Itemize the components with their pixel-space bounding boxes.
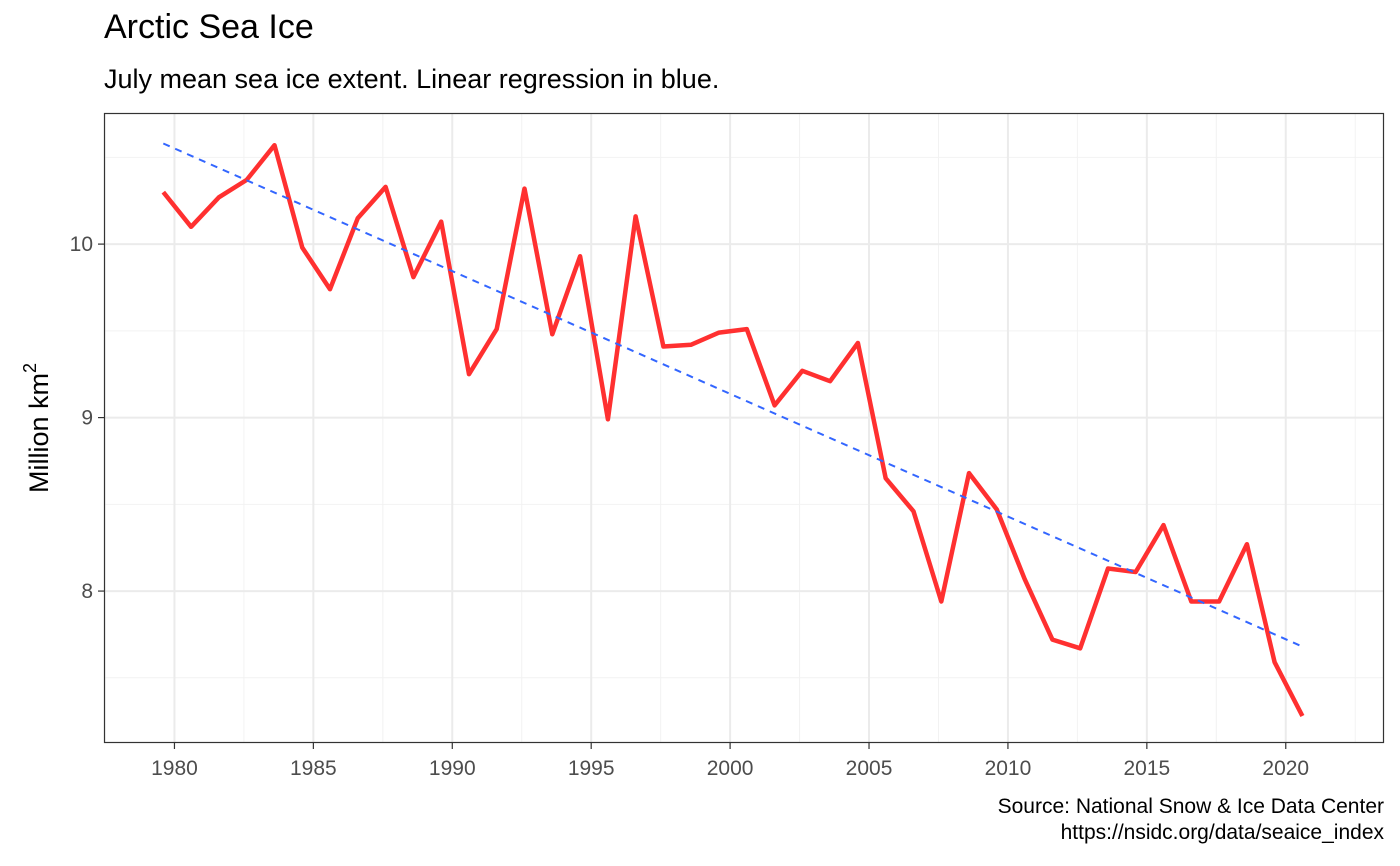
y-axis-title: Million km2	[20, 363, 54, 493]
y-tick-label: 9	[81, 407, 93, 430]
plot-border	[103, 112, 1385, 744]
regression-line	[162, 142, 1303, 648]
y-tick-label: 10	[70, 233, 93, 256]
x-tick-label: 1990	[429, 757, 476, 780]
chart-subtitle: July mean sea ice extent. Linear regress…	[104, 64, 720, 94]
y-tick-label: 8	[81, 580, 93, 603]
grid-layer	[104, 114, 1383, 742]
source-url-caption: https://nsidc.org/data/seaice_index	[1060, 821, 1384, 844]
series-layer	[161, 142, 1305, 718]
x-tick-label: 2020	[1262, 757, 1309, 780]
y-axis-title-superscript: 2	[20, 363, 40, 373]
x-tick-label: 2010	[985, 757, 1032, 780]
x-tick-label: 1980	[151, 757, 198, 780]
y-axis-title-text: Million km	[24, 373, 54, 493]
x-tick-label: 2005	[846, 757, 893, 780]
tick-layer: 1980 1985 1990 1995 2000 2005 2010 2015 2020 8 9 10	[70, 233, 1309, 780]
x-tick-label: 1995	[568, 757, 615, 780]
ice-extent-line	[161, 142, 1305, 718]
x-tick-label: 2000	[707, 757, 754, 780]
x-tick-label: 1985	[290, 757, 337, 780]
x-tick-label: 2015	[1123, 757, 1170, 780]
chart-title: Arctic Sea Ice	[104, 8, 314, 46]
source-caption: Source: National Snow & Ice Data Center	[997, 795, 1384, 818]
